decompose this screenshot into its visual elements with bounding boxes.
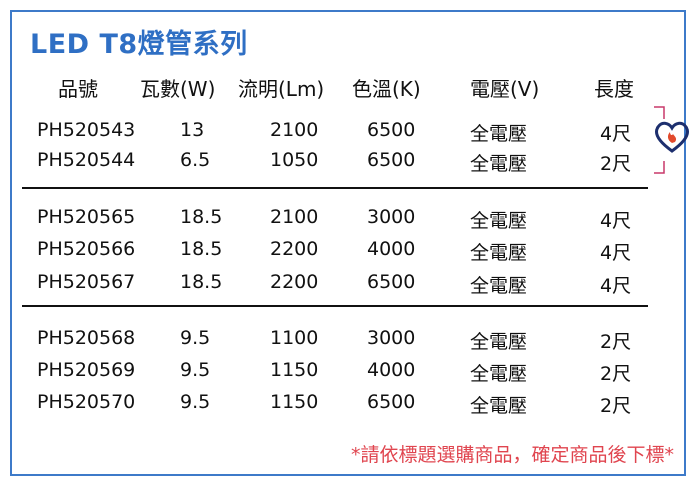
cell-lumens: 1150 [270, 359, 319, 381]
cell-model: PH520568 [37, 327, 136, 349]
cell-color-temp: 4000 [367, 359, 416, 381]
cell-length: 2尺 [600, 363, 632, 385]
cell-wattage: 9.5 [180, 391, 211, 413]
cell-lumens: 1100 [270, 327, 319, 349]
header-lumens: 流明(Lm) [238, 77, 325, 101]
cell-wattage: 9.5 [180, 327, 211, 349]
cell-model: PH520544 [37, 149, 136, 171]
heart-flame-plug-icon [654, 106, 689, 174]
cell-color-temp: 3000 [367, 206, 416, 228]
cell-model: PH520543 [37, 119, 136, 141]
cell-wattage: 18.5 [180, 206, 223, 228]
cell-color-temp: 6500 [367, 149, 416, 171]
cell-voltage: 全電壓 [470, 275, 528, 297]
cell-model: PH520565 [37, 206, 136, 228]
table-row: PH520567 18.5 2200 6500 全電壓 4尺 [0, 271, 700, 297]
table-row: PH520565 18.5 2100 3000 全電壓 4尺 [0, 206, 700, 232]
cell-lumens: 2200 [270, 238, 319, 260]
table-row: PH520570 9.5 1150 6500 全電壓 2尺 [0, 391, 700, 417]
group-divider [22, 187, 648, 189]
cell-length: 2尺 [600, 395, 632, 417]
cell-wattage: 9.5 [180, 359, 211, 381]
cell-length: 2尺 [600, 153, 632, 175]
cell-length: 4尺 [600, 123, 632, 145]
cell-color-temp: 6500 [367, 119, 416, 141]
table-row: PH520569 9.5 1150 4000 全電壓 2尺 [0, 359, 700, 385]
cell-voltage: 全電壓 [470, 395, 528, 417]
cell-length: 4尺 [600, 210, 632, 232]
table-row: PH520544 6.5 1050 6500 全電壓 2尺 [0, 149, 700, 175]
cell-length: 4尺 [600, 275, 632, 297]
cell-color-temp: 4000 [367, 238, 416, 260]
header-wattage: 瓦數(W) [140, 77, 216, 101]
table-row: PH520566 18.5 2200 4000 全電壓 4尺 [0, 238, 700, 264]
cell-voltage: 全電壓 [470, 331, 528, 353]
page-title: LED T8燈管系列 [30, 29, 248, 60]
cell-wattage: 18.5 [180, 238, 223, 260]
cell-lumens: 2100 [270, 206, 319, 228]
cell-length: 4尺 [600, 242, 632, 264]
cell-lumens: 1050 [270, 149, 319, 171]
table-row: PH520568 9.5 1100 3000 全電壓 2尺 [0, 327, 700, 353]
header-voltage: 電壓(V) [470, 77, 540, 101]
cell-voltage: 全電壓 [470, 363, 528, 385]
cell-wattage: 18.5 [180, 271, 223, 293]
cell-lumens: 1150 [270, 391, 319, 413]
cell-model: PH520566 [37, 238, 136, 260]
cell-model: PH520570 [37, 391, 136, 413]
cell-color-temp: 3000 [367, 327, 416, 349]
cell-lumens: 2100 [270, 119, 319, 141]
cell-voltage: 全電壓 [470, 153, 528, 175]
cell-voltage: 全電壓 [470, 242, 528, 264]
cell-color-temp: 6500 [367, 271, 416, 293]
cell-wattage: 6.5 [180, 149, 211, 171]
cell-color-temp: 6500 [367, 391, 416, 413]
cell-wattage: 13 [180, 119, 205, 141]
header-color-temp: 色溫(K) [352, 77, 421, 101]
cell-lumens: 2200 [270, 271, 319, 293]
cell-voltage: 全電壓 [470, 123, 528, 145]
cell-length: 2尺 [600, 331, 632, 353]
table-row: PH520543 13 2100 6500 全電壓 4尺 [0, 119, 700, 145]
content-frame [10, 10, 686, 476]
group-divider [22, 305, 648, 307]
cell-model: PH520569 [37, 359, 136, 381]
purchase-note: *請依標題選購商品，確定商品後下標* [350, 444, 674, 466]
header-model: 品號 [58, 77, 98, 101]
header-length: 長度 [594, 77, 634, 101]
cell-voltage: 全電壓 [470, 210, 528, 232]
cell-model: PH520567 [37, 271, 136, 293]
